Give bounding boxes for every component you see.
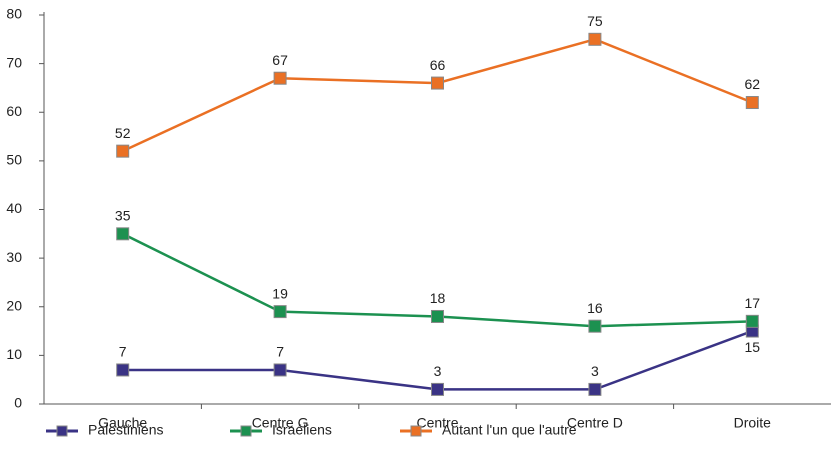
data-label: 16	[587, 300, 603, 316]
data-label: 66	[430, 57, 446, 73]
data-point	[116, 227, 130, 241]
data-label: 15	[745, 339, 761, 355]
legend-swatch	[56, 425, 68, 437]
legend-label: Palestiniens	[88, 422, 164, 438]
legend-swatch	[410, 425, 422, 437]
data-point	[273, 363, 287, 377]
legend-swatch	[240, 425, 252, 437]
y-tick-label: 40	[6, 200, 22, 216]
data-label: 19	[272, 285, 288, 301]
x-tick-label: Gauche	[98, 415, 147, 431]
y-tick-label: 30	[6, 249, 22, 265]
data-label: 75	[587, 13, 603, 29]
legend-label: Autant l'un que l'autre	[442, 422, 577, 438]
data-label: 67	[272, 52, 288, 68]
legend-label: Israéliens	[272, 422, 332, 438]
data-point	[273, 305, 287, 319]
y-tick-label: 80	[6, 6, 22, 22]
data-point	[588, 382, 602, 396]
y-tick-label: 0	[14, 395, 22, 411]
data-label: 3	[591, 363, 599, 379]
data-point	[431, 76, 444, 90]
data-point	[431, 309, 444, 323]
data-label: 52	[115, 125, 131, 141]
data-label: 17	[745, 295, 761, 311]
y-tick-label: 70	[6, 54, 22, 70]
y-tick-label: 50	[6, 152, 22, 168]
x-tick-label: Centre	[416, 415, 458, 431]
y-tick-label: 60	[6, 103, 22, 119]
data-point	[588, 319, 602, 333]
y-tick-label: 10	[6, 346, 22, 362]
data-point	[273, 71, 287, 85]
y-tick-label: 20	[6, 297, 22, 313]
data-point	[745, 314, 759, 328]
series-line	[122, 329, 753, 391]
data-point	[588, 32, 602, 46]
data-point	[116, 363, 130, 377]
data-label: 3	[434, 363, 442, 379]
data-label: 35	[115, 208, 131, 224]
x-tick-label: Centre G	[252, 415, 309, 431]
data-label: 7	[276, 344, 284, 360]
data-label: 62	[745, 76, 761, 92]
data-point	[745, 96, 759, 110]
data-label: 7	[119, 344, 127, 360]
x-tick-label: Centre D	[567, 415, 623, 431]
data-point	[431, 382, 444, 396]
x-tick-label: Droite	[734, 415, 772, 431]
data-point	[116, 144, 130, 158]
data-label: 18	[430, 290, 446, 306]
